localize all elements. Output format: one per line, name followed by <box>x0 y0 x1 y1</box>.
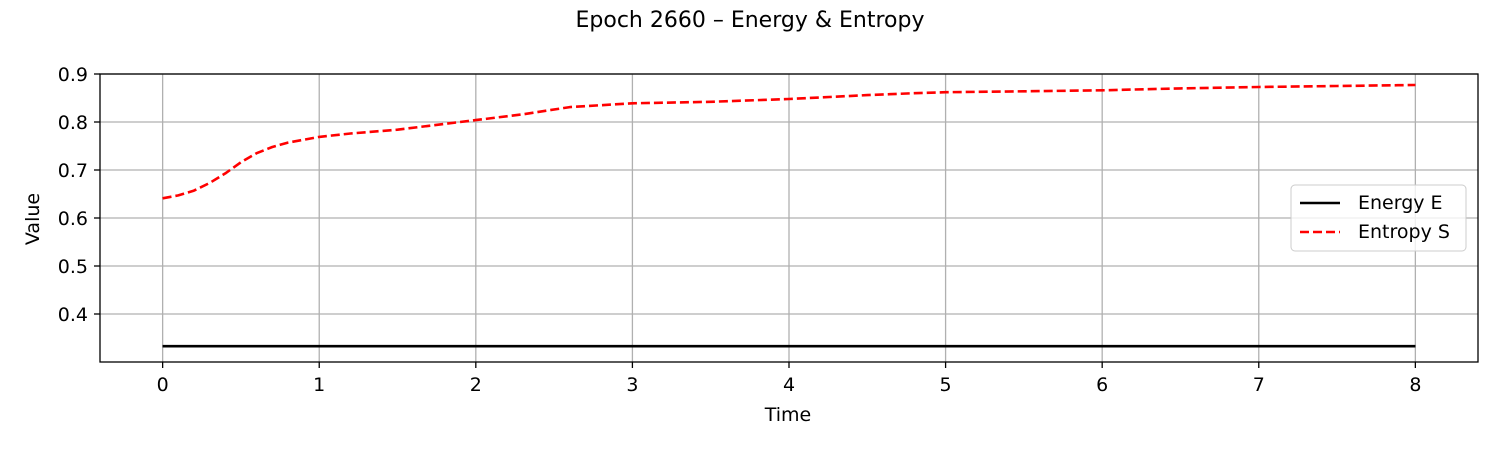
chart-title: Epoch 2660 – Energy & Entropy <box>576 8 925 33</box>
x-tick-label: 3 <box>626 374 638 396</box>
x-tick-label: 5 <box>940 374 952 396</box>
x-tick-label: 6 <box>1096 374 1108 396</box>
y-tick-label: 0.5 <box>58 256 88 278</box>
series-lines <box>162 83 1416 348</box>
y-axis-label: Value <box>22 193 44 245</box>
x-tick-label: 2 <box>470 374 482 396</box>
y-tick-label: 0.9 <box>58 64 88 86</box>
x-axis-ticks: 0 1 2 3 4 5 6 7 8 <box>157 362 1421 396</box>
legend-box <box>1290 184 1467 252</box>
y-tick-label: 0.7 <box>58 160 88 182</box>
grid <box>100 73 1478 362</box>
legend-label-entropy: Entropy S <box>1358 221 1450 243</box>
x-axis-label: Time <box>764 404 812 426</box>
x-tick-label: 8 <box>1409 374 1421 396</box>
legend: Energy E Entropy S <box>1290 184 1467 252</box>
y-axis-ticks: 0.4 0.5 0.6 0.7 0.8 0.9 <box>58 64 100 326</box>
x-tick-label: 7 <box>1253 374 1265 396</box>
x-tick-label: 0 <box>157 374 169 396</box>
legend-label-energy: Energy E <box>1358 192 1443 214</box>
y-tick-label: 0.6 <box>58 208 88 230</box>
y-tick-label: 0.4 <box>58 304 88 326</box>
x-tick-label: 1 <box>313 374 325 396</box>
y-tick-label: 0.8 <box>58 112 88 134</box>
series-line-entropy <box>162 83 1416 200</box>
x-tick-label: 4 <box>783 374 795 396</box>
